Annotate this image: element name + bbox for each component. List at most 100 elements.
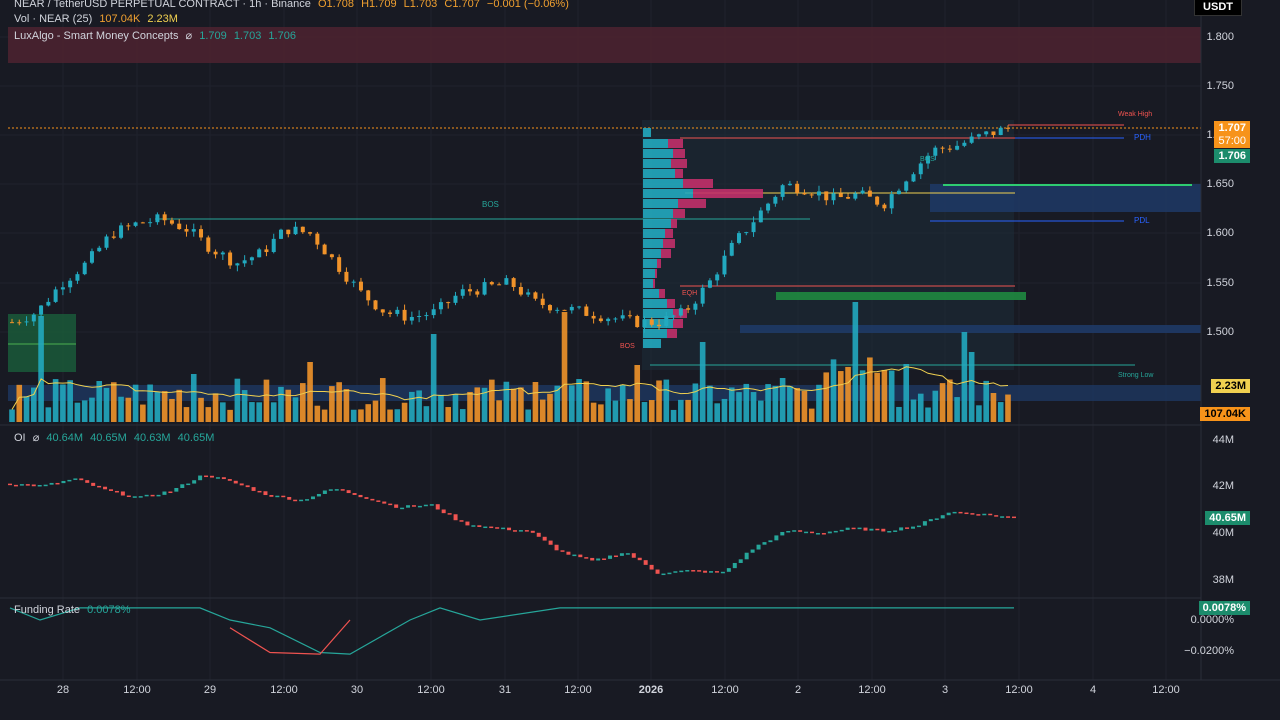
- candle-body: [337, 257, 342, 272]
- candle-body: [358, 281, 363, 291]
- volume-bar: [554, 385, 561, 422]
- candle-body: [249, 257, 254, 261]
- candle-body: [795, 183, 800, 194]
- oi-candle: [566, 551, 571, 555]
- volume-bar: [96, 381, 103, 422]
- volume-legend[interactable]: Vol · NEAR (25) 107.04K 2.23M: [14, 13, 182, 25]
- funding-line: [9, 607, 1014, 655]
- profile-bar-buy: [643, 128, 651, 137]
- profile-bar-buy: [643, 309, 673, 318]
- price-tick: 1.800: [1206, 31, 1234, 43]
- profile-bar-buy: [643, 339, 661, 348]
- volume-bar: [910, 399, 917, 422]
- volume-bar: [532, 382, 539, 422]
- oi-candle: [192, 480, 197, 484]
- candle-body: [468, 289, 473, 292]
- volume-bar: [307, 362, 313, 422]
- volume-bar: [590, 402, 597, 422]
- volume-bar: [125, 397, 132, 422]
- close-value: C1.707: [444, 0, 480, 10]
- oi-candle: [447, 513, 452, 515]
- volume-bar: [510, 388, 517, 422]
- volume-bar: [489, 379, 495, 422]
- candle-body: [322, 244, 327, 255]
- oi-candle: [750, 549, 755, 553]
- candle-body: [649, 319, 654, 325]
- volume-bar: [765, 384, 771, 422]
- volume-bar: [627, 399, 633, 422]
- high-value: H1.709: [361, 0, 397, 10]
- oi-candle: [97, 485, 102, 488]
- volume-bar: [997, 402, 1004, 422]
- candle-body: [53, 289, 58, 302]
- volume-bar: [728, 387, 735, 422]
- oi-candle: [85, 480, 90, 483]
- vol-ma-value: 2.23M: [147, 13, 178, 25]
- volume-bar: [387, 409, 393, 422]
- oi-candle: [536, 532, 541, 537]
- oi-candle: [168, 491, 173, 494]
- volume-bar: [801, 390, 808, 422]
- volume-bar: [67, 380, 73, 422]
- oi-candle: [596, 558, 601, 561]
- candle-body: [278, 229, 283, 239]
- oi-candle: [352, 493, 357, 495]
- oi-legend[interactable]: OI ⌀ 40.64M 40.65M 40.63M 40.65M: [14, 431, 218, 444]
- time-tick: 12:00: [858, 684, 886, 696]
- oi-candle: [988, 513, 993, 516]
- candle-body: [984, 131, 989, 135]
- time-tick: 12:00: [564, 684, 592, 696]
- candle-body: [177, 223, 182, 230]
- time-tick: 29: [203, 684, 217, 696]
- oi-candle: [655, 569, 660, 574]
- oi-candle: [1012, 516, 1016, 519]
- oi-candle: [263, 491, 268, 496]
- oi-tick: 38M: [1212, 574, 1234, 586]
- oi-candle: [174, 487, 179, 492]
- profile-bar-buy: [643, 329, 667, 338]
- volume-bar: [845, 366, 851, 422]
- volume-bar: [939, 383, 946, 422]
- oi-candle: [150, 494, 155, 497]
- oi-candle: [720, 571, 725, 574]
- symbol-legend[interactable]: NEAR / TetherUSD PERPETUAL CONTRACT · 1h…: [14, 0, 573, 10]
- oi-candle: [441, 509, 446, 514]
- oi-candles: [8, 475, 1016, 576]
- profile-bar-buy: [643, 229, 665, 238]
- oi-candle: [649, 564, 654, 570]
- fvg-zone: [776, 292, 1026, 300]
- candle-body: [540, 298, 545, 306]
- oi-candle: [406, 505, 411, 508]
- funding-tick: 0.0000%: [1190, 614, 1234, 626]
- indicator-legend[interactable]: LuxAlgo - Smart Money Concepts ⌀ 1.709 1…: [14, 29, 300, 42]
- oi-candle: [394, 504, 399, 508]
- eye-icon[interactable]: ⌀: [185, 30, 193, 42]
- funding-legend[interactable]: Funding Rate 0.0078%: [14, 604, 135, 616]
- oi-candle: [25, 484, 30, 486]
- candle-body: [184, 229, 189, 232]
- volume-bar: [343, 389, 350, 422]
- volume-bar: [903, 364, 910, 422]
- volume-bar: [699, 342, 706, 422]
- volume-bar: [670, 409, 677, 422]
- volume-bar: [867, 357, 873, 422]
- volume-bar: [372, 400, 379, 422]
- eye-icon[interactable]: ⌀: [32, 432, 40, 444]
- oi-candle: [518, 530, 523, 532]
- candle-body: [453, 295, 458, 303]
- candle-body: [119, 225, 124, 238]
- candle-body: [460, 289, 465, 296]
- currency-button[interactable]: USDT: [1194, 0, 1242, 16]
- volume-bar: [350, 409, 357, 422]
- volume-bar: [925, 407, 931, 422]
- candle-body: [889, 194, 894, 209]
- oi-candle: [964, 512, 969, 515]
- indicator-value-3: 1.706: [268, 30, 296, 42]
- oi-candle: [976, 514, 981, 516]
- volume-bar: [212, 393, 219, 422]
- oi-candle: [1006, 516, 1011, 518]
- volume-bar: [321, 409, 328, 422]
- profile-bar-buy: [643, 159, 671, 168]
- candle-body: [133, 222, 138, 226]
